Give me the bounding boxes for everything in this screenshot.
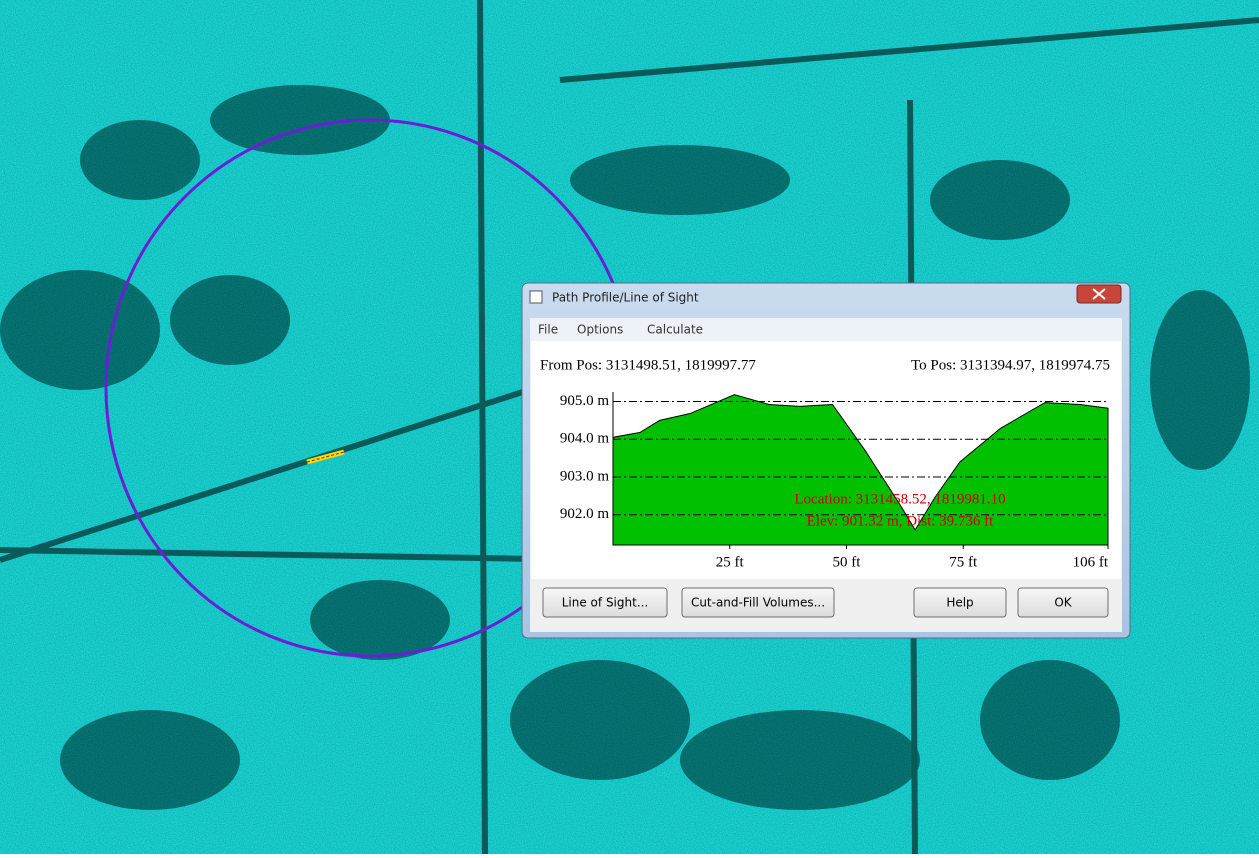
to-position: To Pos: 3131394.97, 1819974.75 bbox=[911, 357, 1110, 373]
cursor-annotation: Location: 3131458.52, 1819981.10 bbox=[794, 491, 1005, 507]
x-tick-label: 25 ft bbox=[716, 554, 745, 570]
y-tick-label: 902.0 m bbox=[560, 506, 610, 522]
from-position: From Pos: 3131498.51, 1819997.77 bbox=[540, 357, 756, 373]
button-label: OK bbox=[1054, 596, 1072, 610]
y-tick-label: 903.0 m bbox=[560, 468, 610, 484]
y-tick-label: 904.0 m bbox=[560, 431, 610, 447]
button-label: Line of Sight... bbox=[562, 596, 649, 610]
button-row: Line of Sight... Cut-and-Fill Volumes... H… bbox=[543, 588, 1108, 617]
window-title: Path Profile/Line of Sight bbox=[552, 291, 699, 305]
menu-item[interactable]: Options bbox=[577, 323, 623, 337]
x-tick-label: 50 ft bbox=[833, 554, 862, 570]
y-tick-label: 905.0 m bbox=[560, 393, 610, 409]
x-tick-label: 75 ft bbox=[949, 554, 978, 570]
menu-item[interactable]: File bbox=[538, 323, 558, 337]
button-label: Help bbox=[946, 596, 973, 610]
screen: Path Profile/Line of Sight File Options … bbox=[0, 0, 1259, 854]
cursor-annotation: Elev: 901.32 m, Dist: 39.736 ft bbox=[807, 513, 994, 529]
button-label: Cut-and-Fill Volumes... bbox=[691, 596, 825, 610]
window-icon bbox=[530, 291, 542, 303]
x-tick-label: 106 ft bbox=[1073, 554, 1109, 570]
page: Path Profile/Line of Sight File Options … bbox=[0, 0, 1259, 854]
menu-item[interactable]: Calculate bbox=[647, 323, 703, 337]
